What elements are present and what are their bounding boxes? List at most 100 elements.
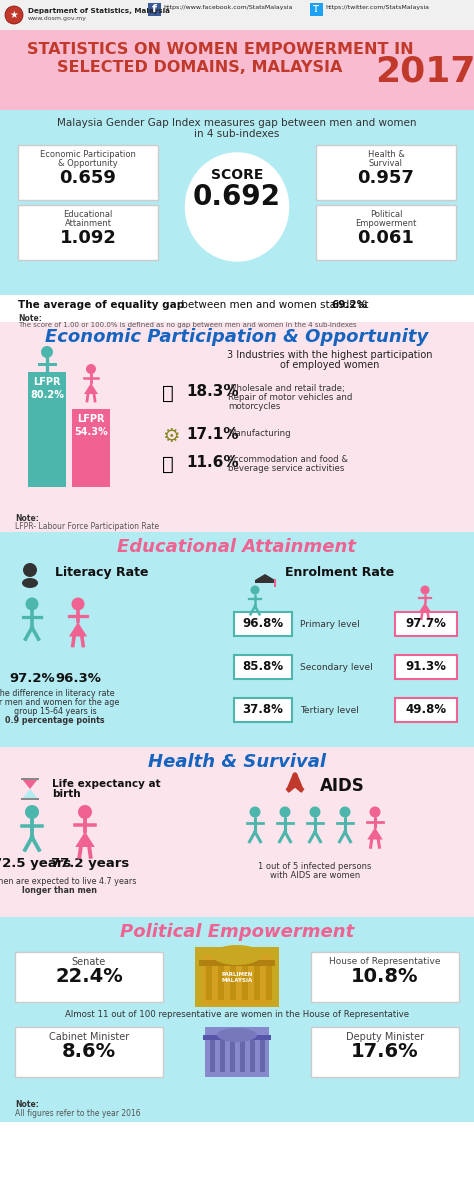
Ellipse shape bbox=[212, 944, 262, 965]
Text: 18.3%: 18.3% bbox=[186, 384, 238, 399]
Circle shape bbox=[25, 805, 39, 819]
Text: Primary level: Primary level bbox=[300, 620, 360, 629]
Bar bbox=[0, 532, 474, 747]
Text: 72.5 years: 72.5 years bbox=[0, 857, 71, 870]
Bar bbox=[0, 322, 474, 532]
Text: Accommodation and food &: Accommodation and food & bbox=[228, 455, 348, 465]
Text: 0.692: 0.692 bbox=[193, 182, 281, 211]
Bar bbox=[230, 962, 236, 1000]
Text: Manufacturing: Manufacturing bbox=[228, 429, 291, 438]
Text: 17.6%: 17.6% bbox=[351, 1042, 419, 1061]
Polygon shape bbox=[22, 789, 38, 799]
Text: 96.3%: 96.3% bbox=[55, 672, 101, 685]
Ellipse shape bbox=[22, 578, 38, 588]
FancyBboxPatch shape bbox=[316, 205, 456, 260]
Text: Malaysia Gender Gap Index measures gap between men and women: Malaysia Gender Gap Index measures gap b… bbox=[57, 118, 417, 128]
Text: 37.8%: 37.8% bbox=[243, 703, 283, 716]
Text: 77.2 years: 77.2 years bbox=[51, 857, 129, 870]
Text: Political: Political bbox=[370, 210, 402, 219]
Polygon shape bbox=[69, 622, 87, 636]
FancyBboxPatch shape bbox=[311, 952, 459, 1003]
Bar bbox=[21, 798, 39, 800]
Text: 11.6%: 11.6% bbox=[186, 455, 238, 470]
Text: of employed women: of employed women bbox=[280, 360, 380, 370]
Text: ★: ★ bbox=[9, 9, 18, 20]
Circle shape bbox=[250, 585, 259, 595]
Bar bbox=[0, 0, 474, 30]
Ellipse shape bbox=[182, 149, 292, 264]
Text: 85.8%: 85.8% bbox=[242, 660, 283, 673]
Text: AIDS: AIDS bbox=[320, 777, 365, 795]
Polygon shape bbox=[419, 603, 431, 613]
Bar bbox=[250, 1037, 255, 1072]
FancyBboxPatch shape bbox=[18, 205, 158, 260]
Text: SCORE: SCORE bbox=[211, 168, 263, 182]
FancyBboxPatch shape bbox=[234, 698, 292, 722]
Bar bbox=[255, 579, 275, 583]
Text: for men and women for the age: for men and women for the age bbox=[0, 698, 119, 707]
Bar bbox=[220, 1037, 225, 1072]
Text: The score of 1.00 or 100.0% is defined as no gap between men and women in the 4 : The score of 1.00 or 100.0% is defined a… bbox=[18, 322, 356, 328]
Text: 97.2%: 97.2% bbox=[9, 672, 55, 685]
Circle shape bbox=[249, 807, 261, 818]
Text: motorcycles: motorcycles bbox=[228, 402, 281, 411]
Circle shape bbox=[72, 597, 84, 610]
Text: Note:: Note: bbox=[18, 314, 42, 324]
Text: between men and women stands at: between men and women stands at bbox=[178, 300, 372, 310]
Bar bbox=[218, 962, 224, 1000]
Bar bbox=[242, 962, 248, 1000]
Bar bbox=[0, 917, 474, 1122]
Circle shape bbox=[280, 807, 291, 818]
Polygon shape bbox=[22, 779, 38, 789]
Bar bbox=[195, 947, 279, 1007]
Text: Repair of motor vehicles and: Repair of motor vehicles and bbox=[228, 393, 352, 402]
Bar bbox=[230, 1037, 235, 1072]
Circle shape bbox=[78, 805, 92, 819]
Text: LFPR
80.2%: LFPR 80.2% bbox=[30, 377, 64, 401]
Text: Economic Participation & Opportunity: Economic Participation & Opportunity bbox=[46, 328, 428, 346]
Text: Secondary level: Secondary level bbox=[300, 662, 373, 672]
Text: ⚙: ⚙ bbox=[162, 427, 180, 446]
Text: PARLIMEN
MALAYSIA: PARLIMEN MALAYSIA bbox=[221, 972, 253, 984]
Text: Attainment: Attainment bbox=[64, 219, 111, 228]
Text: 17.1%: 17.1% bbox=[186, 427, 238, 442]
Bar bbox=[205, 1027, 269, 1077]
Text: Almost 11 out of 100 representative are women in the House of Representative: Almost 11 out of 100 representative are … bbox=[65, 1010, 409, 1019]
Text: 1 out of 5 infected persons: 1 out of 5 infected persons bbox=[258, 861, 372, 871]
Text: 22.4%: 22.4% bbox=[55, 967, 123, 986]
Circle shape bbox=[310, 807, 320, 818]
FancyBboxPatch shape bbox=[316, 145, 456, 200]
Text: 49.8%: 49.8% bbox=[405, 703, 447, 716]
Polygon shape bbox=[75, 832, 95, 847]
Bar bbox=[210, 1037, 215, 1072]
Text: Enrolment Rate: Enrolment Rate bbox=[285, 566, 394, 579]
Text: House of Representative: House of Representative bbox=[329, 957, 441, 966]
Bar bbox=[72, 409, 110, 487]
Text: 96.8%: 96.8% bbox=[242, 617, 283, 630]
Text: 8.6%: 8.6% bbox=[62, 1042, 116, 1061]
Bar bbox=[0, 110, 474, 295]
Text: Women are expected to live 4.7 years: Women are expected to live 4.7 years bbox=[0, 877, 137, 886]
Text: Note:: Note: bbox=[15, 1100, 39, 1109]
Text: https://www.facebook.com/StatsMalaysia: https://www.facebook.com/StatsMalaysia bbox=[163, 5, 292, 9]
Text: & Opportunity: & Opportunity bbox=[58, 159, 118, 168]
Text: f: f bbox=[152, 4, 156, 14]
Circle shape bbox=[370, 807, 381, 818]
Polygon shape bbox=[84, 383, 98, 393]
Text: 10.8%: 10.8% bbox=[351, 967, 419, 986]
Text: SELECTED DOMAINS, MALAYSIA: SELECTED DOMAINS, MALAYSIA bbox=[57, 60, 343, 75]
Text: 69.2%: 69.2% bbox=[331, 300, 367, 310]
Text: 0.957: 0.957 bbox=[357, 169, 414, 187]
Bar bbox=[28, 372, 66, 487]
Text: in 4 sub-indexes: in 4 sub-indexes bbox=[194, 129, 280, 139]
Text: Wholesale and retail trade;: Wholesale and retail trade; bbox=[228, 384, 345, 393]
Text: Tertiary level: Tertiary level bbox=[300, 706, 359, 715]
Ellipse shape bbox=[217, 1029, 257, 1042]
Text: https://twitter.com/StatsMalaysia: https://twitter.com/StatsMalaysia bbox=[325, 5, 429, 9]
Text: Department of Statistics, Malaysia: Department of Statistics, Malaysia bbox=[28, 8, 170, 14]
Text: with AIDS are women: with AIDS are women bbox=[270, 871, 360, 880]
Text: www.dosm.gov.my: www.dosm.gov.my bbox=[28, 17, 87, 21]
Text: 3 Industries with the highest participation: 3 Industries with the highest participat… bbox=[227, 350, 433, 360]
Text: Health &: Health & bbox=[367, 150, 404, 159]
Bar bbox=[199, 960, 275, 966]
